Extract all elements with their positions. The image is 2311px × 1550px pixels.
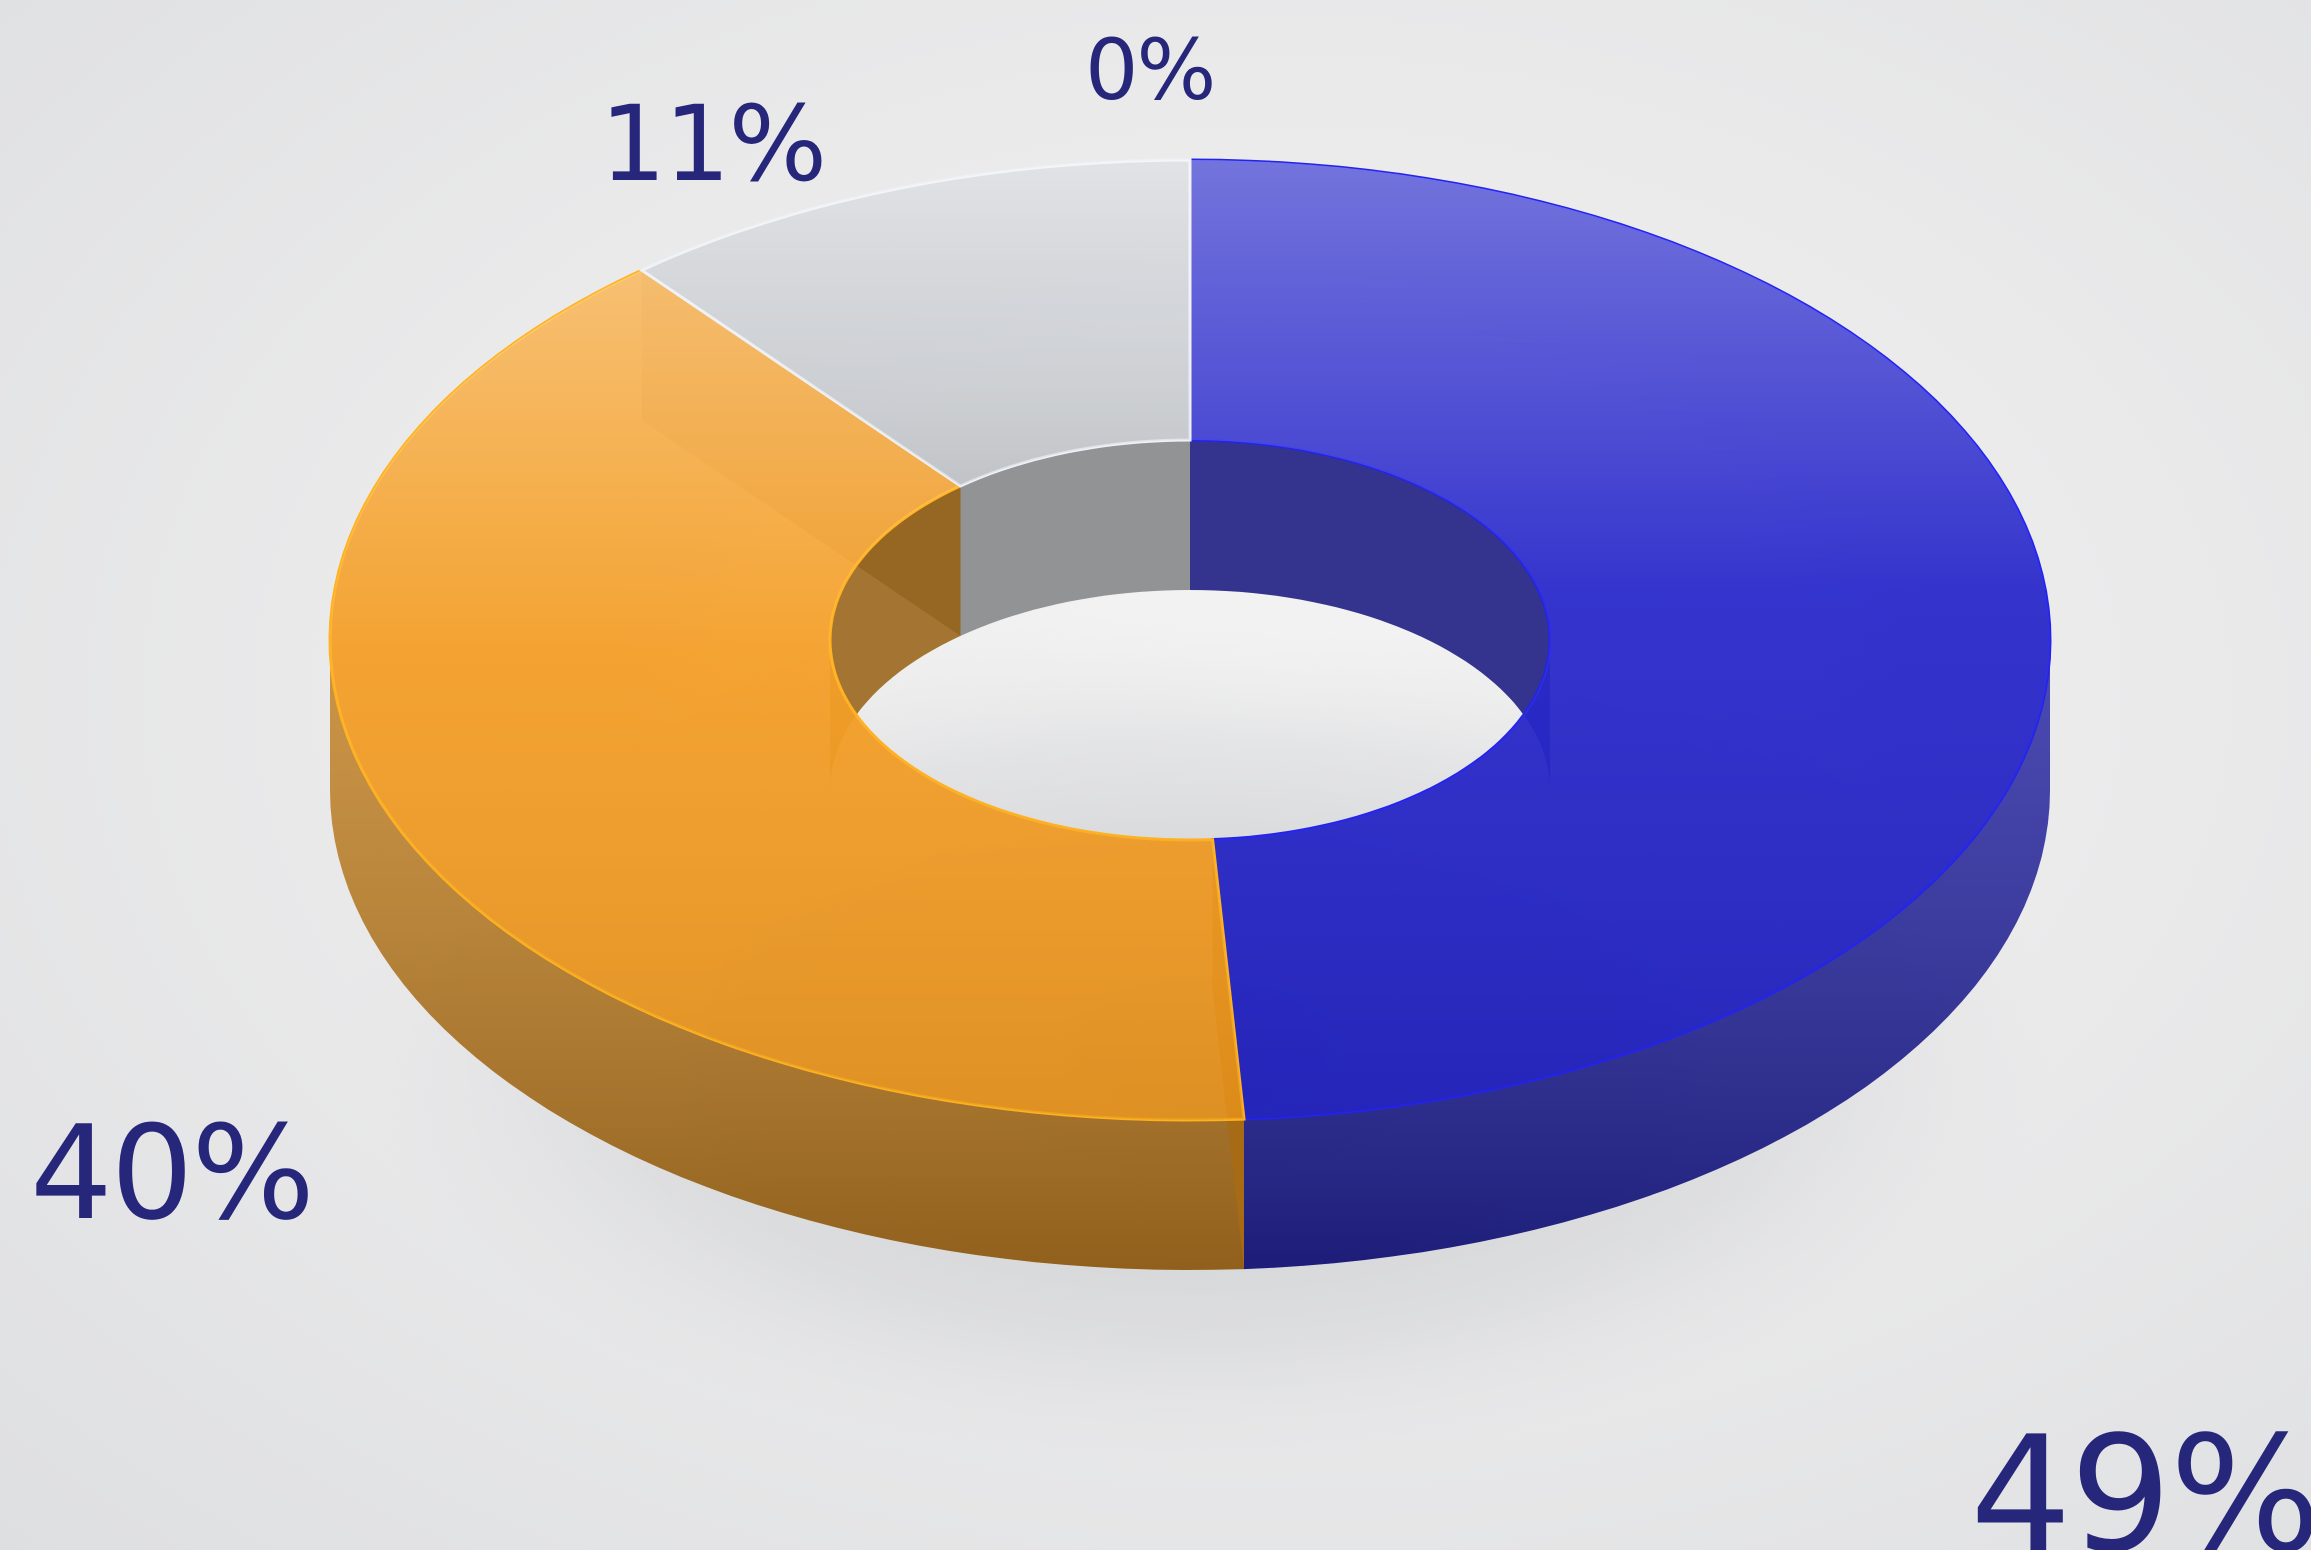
slice-gloss-1 bbox=[330, 270, 1244, 1120]
slice-inner-wall-0 bbox=[1190, 440, 1550, 790]
slice-gloss-2 bbox=[641, 160, 1190, 486]
slice-side-shade-1 bbox=[330, 640, 1244, 1270]
slice-label-forty: 40% bbox=[30, 1097, 315, 1249]
slice-tops bbox=[328, 158, 2052, 1122]
slice-inner-wall-1 bbox=[830, 485, 961, 790]
slice-side-shade-0 bbox=[1244, 640, 2050, 1270]
slice-label-eleven: 11% bbox=[600, 83, 827, 205]
inner-walls bbox=[830, 440, 1550, 790]
slice-inner-wall-2 bbox=[960, 440, 1190, 636]
slice-label-zero: 0% bbox=[1085, 21, 1216, 119]
slice-gloss-0 bbox=[1190, 160, 2050, 1120]
slice-label-forty-nine: 49% bbox=[1970, 1401, 2311, 1550]
